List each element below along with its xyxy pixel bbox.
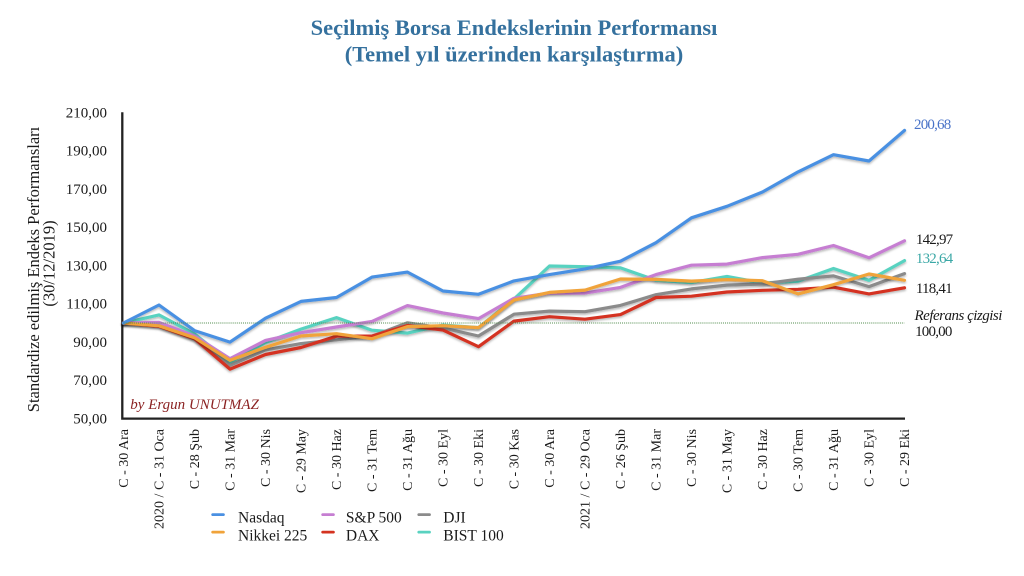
svg-text:Nikkei 225: Nikkei 225: [238, 528, 308, 545]
svg-text:C - 26 Şub: C - 26 Şub: [614, 429, 629, 489]
svg-text:(Temel yıl üzerinden karşılaşt: (Temel yıl üzerinden karşılaştırma): [345, 41, 684, 66]
svg-text:C - 30 Tem: C - 30 Tem: [792, 429, 807, 492]
svg-text:DAX: DAX: [346, 528, 380, 545]
svg-text:2021 / C - 29 Oca: 2021 / C - 29 Oca: [579, 428, 594, 529]
svg-text:170,00: 170,00: [66, 182, 107, 198]
svg-text:DJI: DJI: [443, 509, 465, 526]
svg-text:C - 31 Tem: C - 31 Tem: [366, 429, 381, 492]
svg-text:C - 30 Ara: C - 30 Ara: [117, 428, 132, 488]
svg-text:132,64: 132,64: [916, 251, 954, 267]
svg-text:C - 30 Kas: C - 30 Kas: [508, 429, 523, 489]
svg-text:C - 30 Ara: C - 30 Ara: [543, 428, 558, 488]
svg-text:C - 31 Mar: C - 31 Mar: [650, 429, 665, 491]
svg-text:C - 30 Nis: C - 30 Nis: [685, 429, 700, 487]
svg-text:C - 31 Ağu: C - 31 Ağu: [401, 429, 416, 491]
svg-text:S&P 500: S&P 500: [346, 509, 402, 526]
svg-text:C - 29 Eki: C - 29 Eki: [898, 429, 913, 487]
svg-text:C - 28 Şub: C - 28 Şub: [188, 429, 203, 489]
svg-text:BIST 100: BIST 100: [443, 528, 504, 545]
svg-text:C - 30 Eki: C - 30 Eki: [472, 429, 487, 487]
svg-text:C - 30 Nis: C - 30 Nis: [259, 429, 274, 487]
svg-text:Referans çizgisi: Referans çizgisi: [914, 308, 1003, 324]
svg-text:200,68: 200,68: [914, 117, 951, 133]
svg-text:2020 / C - 31 Oca: 2020 / C - 31 Oca: [153, 428, 168, 529]
svg-text:90,00: 90,00: [73, 335, 107, 351]
svg-text:100,00: 100,00: [915, 324, 952, 340]
svg-text:C - 30 Haz: C - 30 Haz: [330, 429, 345, 490]
svg-text:110,00: 110,00: [66, 297, 107, 313]
svg-text:by Ergun UNUTMAZ: by Ergun UNUTMAZ: [130, 397, 259, 413]
svg-text:Nasdaq: Nasdaq: [238, 509, 285, 526]
svg-text:C - 30 Eyl: C - 30 Eyl: [863, 429, 878, 487]
svg-text:118,41: 118,41: [916, 281, 952, 297]
svg-text:50,00: 50,00: [73, 411, 107, 427]
svg-text:130,00: 130,00: [66, 258, 107, 274]
svg-text:Standardize edilmiş Endeks Per: Standardize edilmiş Endeks Performanslar…: [24, 126, 43, 412]
svg-text:C - 31 Mar: C - 31 Mar: [224, 429, 239, 491]
svg-text:150,00: 150,00: [66, 220, 107, 236]
svg-text:C - 29 May: C - 29 May: [295, 429, 310, 493]
svg-text:70,00: 70,00: [73, 373, 107, 389]
svg-text:190,00: 190,00: [66, 144, 107, 160]
svg-text:C - 31 Ağu: C - 31 Ağu: [827, 429, 842, 491]
svg-text:C - 30 Haz: C - 30 Haz: [756, 429, 771, 490]
svg-text:C - 31 May: C - 31 May: [721, 429, 736, 493]
svg-text:C - 30 Eyl: C - 30 Eyl: [437, 429, 452, 487]
svg-text:210,00: 210,00: [66, 105, 107, 121]
svg-text:142,97: 142,97: [916, 232, 954, 248]
svg-text:(30/12/2019): (30/12/2019): [39, 220, 58, 306]
svg-text:Seçilmiş Borsa Endekslerinin P: Seçilmiş Borsa Endekslerinin Performansı: [311, 15, 718, 40]
